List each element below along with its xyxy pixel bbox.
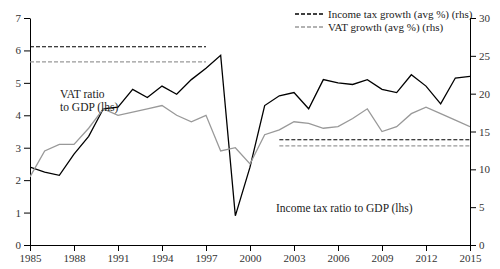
tick-mark — [426, 245, 427, 251]
tick-label: 0 — [16, 239, 22, 251]
tick: 0 — [470, 239, 485, 251]
annotation: VAT ratioto GDP (lhs) — [60, 88, 119, 114]
tick-mark — [24, 245, 30, 246]
tick-label: 2012 — [416, 252, 438, 264]
tick-label: 2015 — [460, 252, 483, 264]
tick-mark — [338, 245, 339, 251]
tick-mark — [24, 50, 30, 51]
tick: 20 — [470, 88, 491, 100]
tick: 1994 — [152, 245, 175, 264]
tick: 5 — [16, 77, 31, 89]
tick-label: 6 — [16, 44, 22, 56]
chart: 1985198819911994199720002003200620092012… — [0, 0, 500, 269]
tick-mark — [470, 132, 476, 133]
axis-line — [30, 19, 31, 246]
tick: 2 — [16, 174, 31, 186]
tick-mark — [24, 115, 30, 116]
tick-mark — [382, 245, 383, 251]
series-line — [30, 47, 470, 140]
y-axis: 0 1 2 3 4 5 6 7 — [16, 12, 31, 251]
tick-label: 7 — [16, 12, 22, 24]
tick: 1988 — [64, 245, 87, 264]
tick-label: 10 — [479, 163, 491, 175]
tick: 1997 — [196, 245, 219, 264]
tick-label: 1 — [16, 207, 22, 219]
tick-label: 2000 — [240, 252, 263, 264]
tick-label: 20 — [479, 88, 491, 100]
tick: 2000 — [240, 245, 263, 264]
annotation: Income tax ratio to GDP (lhs) — [276, 202, 413, 215]
tick-label: 1991 — [108, 252, 130, 264]
plot-area — [30, 47, 470, 216]
tick-mark — [470, 56, 476, 57]
tick-label: 2003 — [284, 252, 307, 264]
tick-label: 30 — [479, 12, 491, 24]
tick-label: 5 — [479, 201, 485, 213]
tick: 2006 — [328, 245, 351, 264]
tick-label: 1985 — [20, 252, 43, 264]
tick-mark — [24, 18, 30, 19]
tick-mark — [24, 180, 30, 181]
tick: 1 — [16, 207, 31, 219]
series-line — [30, 55, 470, 216]
legend-label: VAT growth (avg %) (rhs) — [328, 21, 443, 34]
tick: 1991 — [108, 245, 130, 264]
tick-mark — [470, 245, 476, 246]
tick: 0 — [16, 239, 31, 251]
tick-mark — [470, 207, 476, 208]
legend-swatch — [295, 13, 323, 14]
tick-mark — [250, 245, 251, 251]
legend-label: Income tax growth (avg %) (rhs) — [328, 8, 473, 21]
tick-label: 5 — [16, 77, 22, 89]
series-line — [30, 62, 470, 146]
tick: 2009 — [372, 245, 395, 264]
tick-label: 2 — [16, 174, 22, 186]
tick-label: 25 — [479, 50, 491, 62]
y2-axis: 0 5 10 15 20 25 30 — [470, 12, 491, 251]
legend-swatch — [295, 26, 323, 27]
tick-mark — [74, 245, 75, 251]
tick-label: 2009 — [372, 252, 395, 264]
tick-mark — [24, 83, 30, 84]
annotation-line: VAT ratio — [60, 88, 105, 100]
tick: 7 — [16, 12, 31, 24]
tick-label: 2006 — [328, 252, 351, 264]
annotation-line: Income tax ratio to GDP (lhs) — [276, 202, 413, 215]
tick-label: 0 — [479, 239, 485, 251]
tick-mark — [24, 213, 30, 214]
tick-label: 15 — [479, 126, 491, 138]
annotation-line: to GDP (lhs) — [60, 101, 119, 114]
tick: 6 — [16, 44, 31, 56]
tick-mark — [294, 245, 295, 251]
tick-label: 4 — [16, 109, 22, 121]
tick-mark — [162, 245, 163, 251]
tick-label: 1997 — [196, 252, 219, 264]
tick-label: 1988 — [64, 252, 87, 264]
tick-label: 3 — [16, 142, 22, 154]
tick: 5 — [470, 201, 485, 213]
x-axis: 1985 1988 1991 1994 1997 2000 2003 2006 2009 2012… — [20, 245, 483, 264]
tick-label: 1994 — [152, 252, 175, 264]
tick: 2003 — [284, 245, 307, 264]
tick: 30 — [470, 12, 491, 24]
tick-mark — [470, 169, 476, 170]
tick-mark — [206, 245, 207, 251]
tick: 4 — [16, 109, 31, 121]
tick: 3 — [16, 142, 31, 154]
tick-mark — [24, 148, 30, 149]
tick: 15 — [470, 126, 491, 138]
tick-mark — [470, 94, 476, 95]
tick-mark — [30, 245, 31, 251]
tick-mark — [118, 245, 119, 251]
tick: 10 — [470, 163, 491, 175]
series-line — [30, 106, 470, 177]
tick: 1985 — [20, 245, 43, 264]
tick: 2012 — [416, 245, 438, 264]
legend: Income tax growth (avg %) (rhs)VAT growt… — [295, 8, 473, 34]
tick: 25 — [470, 50, 491, 62]
